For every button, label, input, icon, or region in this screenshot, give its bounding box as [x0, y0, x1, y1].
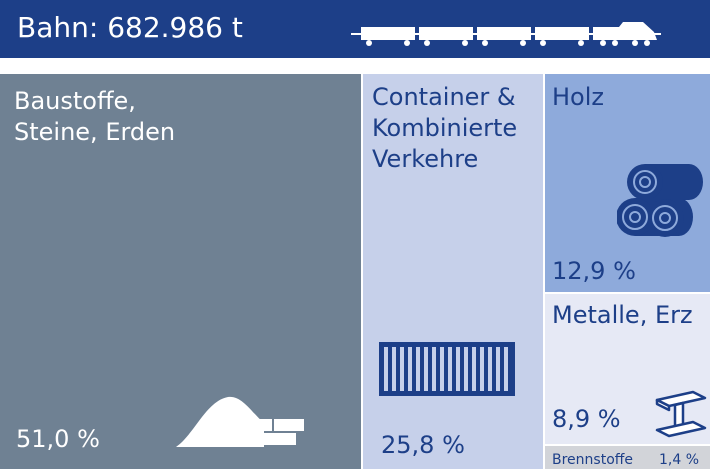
tile-label-container: Container & Kombinierte Verkehre: [372, 82, 517, 175]
tile-label-holz: Holz: [552, 82, 604, 113]
header-background: [3, 0, 710, 58]
steel-beam-icon: [655, 390, 707, 438]
tile-value-metalle: 8,9 %: [552, 405, 621, 433]
tile-metalle: Metalle, Erz 8,9 %: [543, 292, 710, 444]
tile-container: Container & Kombinierte Verkehre 25,8 %: [361, 74, 543, 469]
tile-label-line: Holz: [552, 83, 604, 111]
tile-label-brennstoffe: Brennstoffe: [552, 452, 634, 468]
tile-label-line: Baustoffe,: [14, 87, 136, 115]
tile-value-holz: 12,9 %: [552, 257, 636, 285]
tile-label-line: Steine, Erden: [14, 118, 176, 146]
chart-header: Bahn: 682.986 t: [0, 0, 710, 58]
shipping-container-icon: [379, 342, 515, 396]
tile-label-line: Kombinierte: [372, 114, 518, 142]
sand-pile-bricks-icon: [176, 396, 304, 447]
tile-baustoffe: Baustoffe, Steine, Erden 51,0 %: [0, 74, 361, 469]
tile-label-line: Container &: [372, 83, 516, 111]
tile-holz: Holz 12,9 %: [543, 74, 710, 292]
chart-title: Bahn: 682.986 t: [17, 11, 243, 44]
logs-icon: [617, 164, 703, 237]
tile-label-metalle: Metalle, Erz: [552, 300, 693, 331]
tile-label-line: Metalle, Erz: [552, 301, 693, 329]
tile-brennstoffe: Brennstoffe 1,4 %: [543, 444, 710, 469]
tile-value-container: 25,8 %: [381, 431, 465, 459]
tile-value-baustoffe: 51,0 %: [16, 425, 100, 453]
tile-value-brennstoffe: 1,4 %: [659, 452, 700, 468]
tile-label-baustoffe: Baustoffe, Steine, Erden: [14, 86, 175, 148]
tile-label-line: Verkehre: [372, 145, 479, 173]
freight-train-icon: [351, 22, 661, 46]
